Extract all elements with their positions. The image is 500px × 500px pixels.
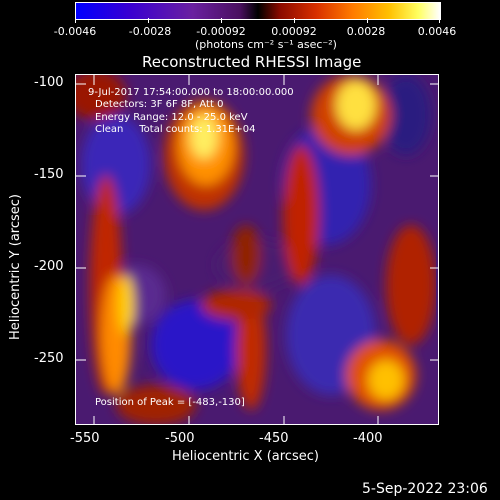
- rhessi-image: 9-Jul-2017 17:54:00.000 to 18:00:00.000 …: [75, 74, 439, 425]
- colorbar-label: -0.0046: [53, 25, 97, 38]
- y-axis-label: Heliocentric Y (arcsec): [8, 194, 23, 340]
- colorbar-label: 0.0046: [417, 25, 457, 38]
- colorbar-tick: [294, 18, 295, 23]
- colorbar: [75, 2, 441, 20]
- timestamp-footer: 5-Sep-2022 23:06: [362, 481, 488, 497]
- annotation-peak: Position of Peak = [-483,-130]: [95, 397, 245, 408]
- annotation-time: 9-Jul-2017 17:54:00.000 to 18:00:00.000: [88, 87, 294, 98]
- x-tick-label: -500: [165, 431, 195, 446]
- y-tick-label: -100: [34, 75, 64, 90]
- colorbar-tick: [75, 18, 76, 23]
- y-tick-label: -200: [34, 259, 64, 274]
- annotation-detectors: Detectors: 3F 6F 8F, Att 0: [95, 99, 224, 110]
- colorbar-units: (photons cm⁻² s⁻¹ asec⁻²): [195, 38, 337, 51]
- x-tick-label: -400: [353, 431, 383, 446]
- x-tick-label: -450: [259, 431, 289, 446]
- x-tick-label: -550: [70, 431, 100, 446]
- colorbar-tick: [148, 18, 149, 23]
- annotation-energy: Energy Range: 12.0 - 25.0 keV: [95, 112, 248, 123]
- y-tick-label: -150: [34, 167, 64, 182]
- colorbar-label: -0.00092: [196, 25, 246, 38]
- image-svg: [76, 75, 438, 424]
- colorbar-tick: [221, 18, 222, 23]
- colorbar-label: -0.0028: [128, 25, 172, 38]
- colorbar-label: 0.00092: [271, 25, 317, 38]
- x-axis-label: Heliocentric X (arcsec): [172, 449, 319, 464]
- colorbar-tick: [439, 18, 440, 23]
- annotation-clean: Clean Total counts: 1.31E+04: [95, 124, 256, 135]
- axis-ticks: [76, 75, 438, 424]
- emission-blobs: [76, 75, 436, 424]
- colorbar-label: 0.0028: [346, 25, 386, 38]
- image-title: Reconstructed RHESSI Image: [142, 53, 362, 71]
- y-tick-label: -250: [34, 351, 64, 366]
- colorbar-tick: [367, 18, 368, 23]
